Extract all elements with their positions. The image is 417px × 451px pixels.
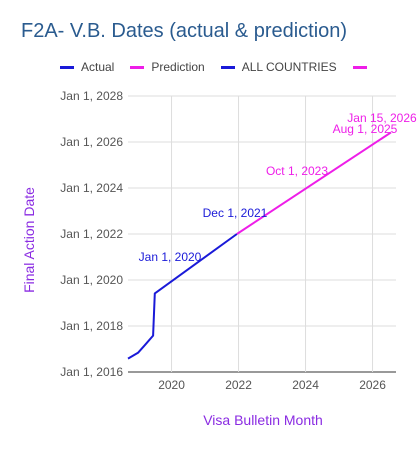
legend-item-unlabeled bbox=[352, 65, 374, 69]
y-tick-label: Jan 1, 2022 bbox=[60, 227, 123, 241]
x-tick-label: 2022 bbox=[225, 378, 252, 392]
annotation-label: Jan 1, 2020 bbox=[139, 250, 202, 264]
annotation-label: Aug 1, 2025 bbox=[333, 122, 398, 136]
legend-item-prediction: Prediction bbox=[130, 60, 205, 74]
y-axis-title: Final Action Date bbox=[21, 187, 37, 293]
legend-label-actual: Actual bbox=[81, 60, 115, 74]
y-tick-label: Jan 1, 2016 bbox=[60, 365, 123, 379]
legend-label-all-countries: ALL COUNTRIES bbox=[241, 60, 337, 74]
x-tick-label: 2026 bbox=[359, 378, 386, 392]
y-tick-label: Jan 1, 2026 bbox=[60, 135, 123, 149]
legend-item-actual: Actual bbox=[60, 60, 114, 74]
series-line-actual bbox=[127, 233, 238, 360]
chart-title: F2A- V.B. Dates (actual & prediction) bbox=[21, 20, 348, 42]
legend-label-prediction: Prediction bbox=[151, 60, 205, 74]
y-tick-label: Jan 1, 2020 bbox=[60, 273, 123, 287]
x-axis-title: Visa Bulletin Month bbox=[203, 412, 323, 428]
legend-swatch-unlabeled bbox=[352, 65, 367, 69]
x-tick-label: 2024 bbox=[292, 378, 319, 392]
y-tick-label: Jan 1, 2018 bbox=[60, 319, 123, 333]
legend-swatch-all-countries bbox=[220, 65, 235, 69]
annotation-label: Dec 1, 2021 bbox=[203, 206, 268, 220]
y-tick-label: Jan 1, 2028 bbox=[60, 89, 123, 103]
legend-item-all-countries: ALL COUNTRIES bbox=[220, 60, 337, 74]
series-line-prediction bbox=[236, 131, 392, 235]
legend-swatch-prediction bbox=[130, 65, 145, 69]
annotation-label: Jan 15, 2026 bbox=[347, 111, 417, 125]
annotation-label: Oct 1, 2023 bbox=[266, 164, 328, 178]
x-tick-label: 2020 bbox=[158, 378, 185, 392]
legend-swatch-actual bbox=[60, 65, 74, 69]
chart-legend: Actual Prediction ALL COUNTRIES bbox=[60, 59, 390, 75]
y-tick-label: Jan 1, 2024 bbox=[60, 181, 123, 195]
